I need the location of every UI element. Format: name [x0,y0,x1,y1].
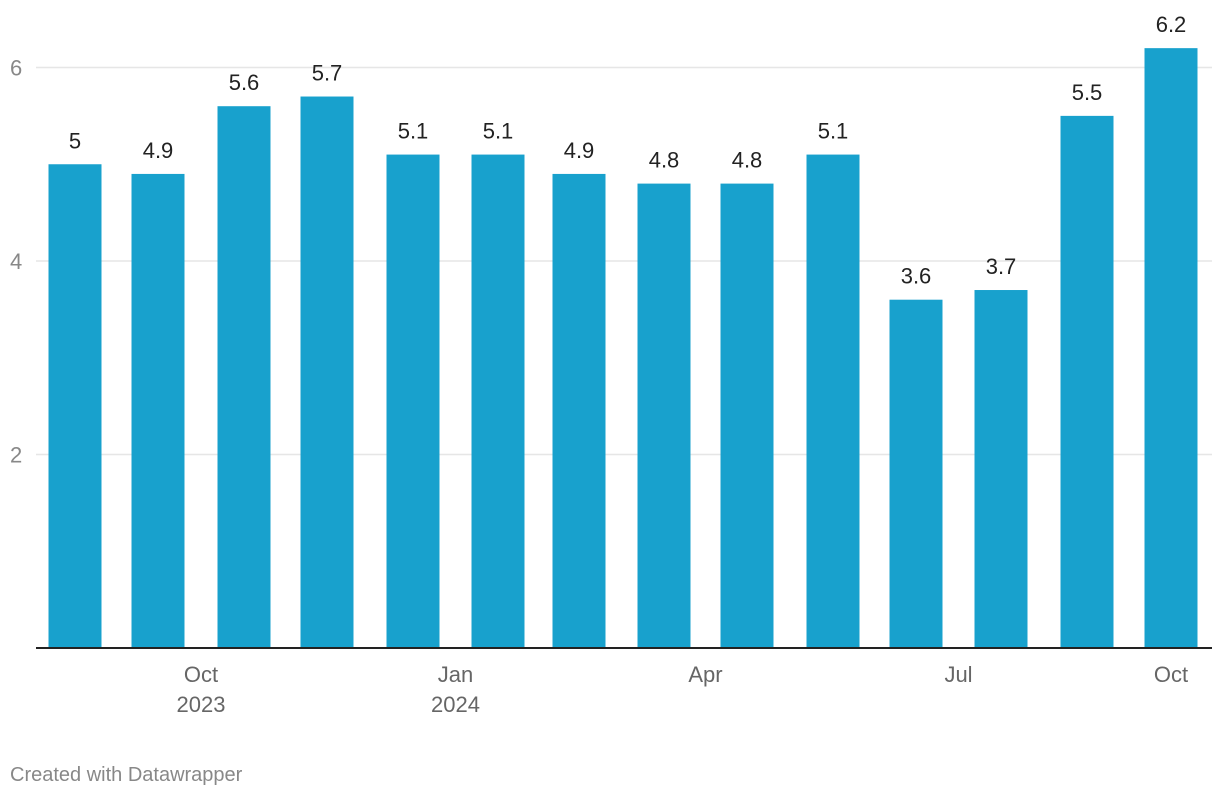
bar [889,299,943,648]
x-tick-label: Oct [184,662,218,687]
x-tick-label: Jul [944,662,972,687]
y-axis: 2 4 6 [10,56,22,468]
bar-value-label: 3.7 [986,254,1017,279]
bar-value-label: 5.6 [229,70,260,95]
x-tick-year-label: 2024 [431,692,480,717]
bar-value-label: 4.8 [649,148,680,173]
x-axis: Oct 2023 Jan 2024 Apr Jul Oct [36,647,1212,717]
bar [471,154,525,648]
bar [974,290,1028,648]
bar [48,164,102,648]
gridlines [36,66,1212,456]
y-tick-label: 6 [10,56,22,81]
bar [1060,115,1114,648]
bar-value-label: 5.5 [1072,80,1103,105]
bar-value-label: 4.8 [732,148,763,173]
value-labels: 5 4.9 5.6 5.7 5.1 5.1 4.9 4.8 4.8 5.1 3.6 3.7 5.5 6.2 [69,12,1186,289]
bar-chart: 5 4.9 5.6 5.7 5.1 5.1 4.9 4.8 4.8 5.1 3.6 3.7 5.5 6.2… [10,12,1212,717]
bar [217,106,271,648]
x-tick-year-label: 2023 [177,692,226,717]
bar-value-label: 5.1 [398,119,429,144]
bar [806,154,860,648]
bar-value-label: 5.1 [483,119,514,144]
bar [552,173,606,649]
bars [48,48,1198,649]
bar [720,183,774,648]
bar-value-label: 4.9 [564,138,595,163]
bar-value-label: 3.6 [901,264,932,289]
bar-value-label: 5.7 [312,61,343,86]
bar [300,96,354,648]
x-tick-label: Apr [688,662,722,687]
bar-value-label: 6.2 [1156,12,1187,37]
credit-text: Created with Datawrapper [10,764,243,786]
bar [386,154,440,648]
y-tick-label: 2 [10,443,22,468]
bar-value-label: 5 [69,128,81,153]
bar [637,183,691,648]
y-tick-label: 4 [10,249,22,274]
bar [1144,48,1198,648]
bar-value-label: 4.9 [143,138,174,163]
x-tick-label: Jan [438,662,473,687]
x-tick-label: Oct [1154,662,1188,687]
bar-value-label: 5.1 [818,119,849,144]
bar [131,173,185,649]
